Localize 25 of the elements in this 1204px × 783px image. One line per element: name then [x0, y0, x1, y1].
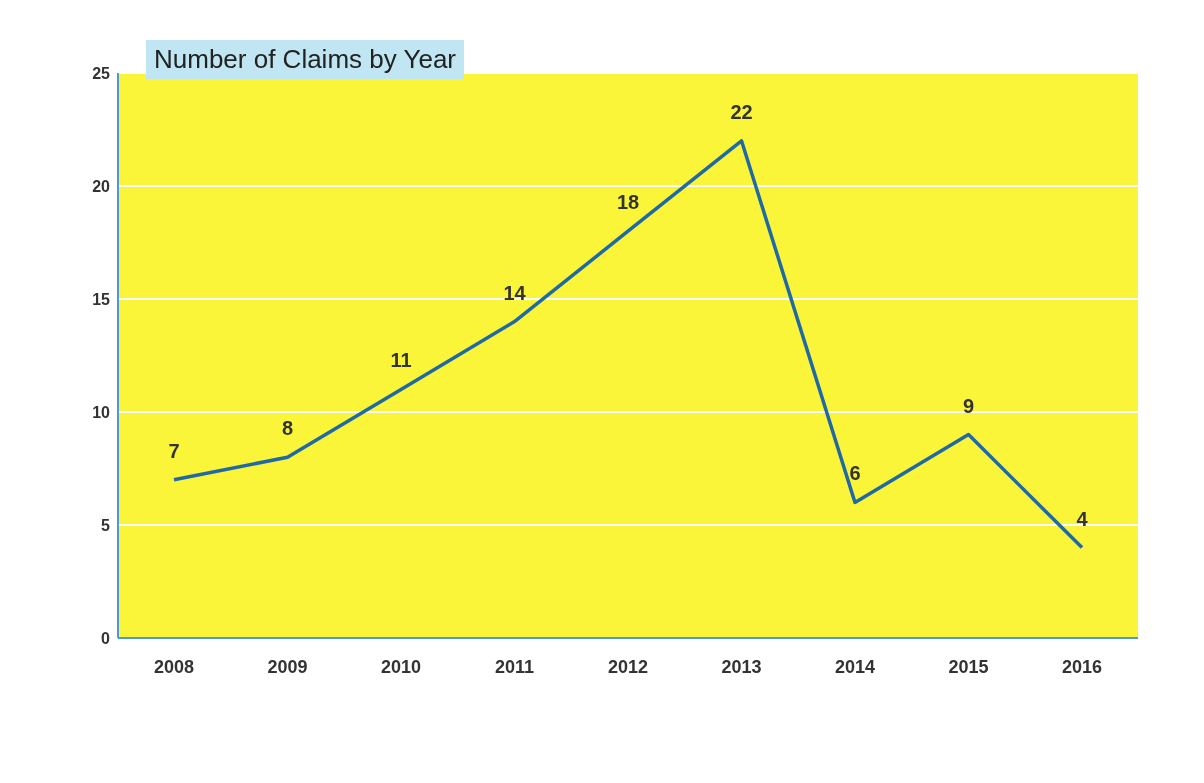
y-tick-label: 5 — [101, 516, 111, 534]
data-label: 11 — [390, 349, 412, 372]
chart-title: Number of Claims by Year — [146, 40, 465, 79]
x-tick-label: 2016 — [1061, 656, 1103, 677]
y-tick-label: 10 — [92, 403, 111, 421]
data-label: 6 — [849, 462, 861, 485]
x-tick-label: 2015 — [948, 656, 989, 677]
x-tick-label: 2010 — [380, 656, 422, 677]
x-tick-label: 2011 — [494, 656, 535, 677]
y-tick-label: 0 — [101, 629, 111, 647]
data-label: 9 — [962, 394, 975, 417]
x-tick-label: 2008 — [153, 656, 195, 677]
x-tick-label: 2013 — [721, 656, 762, 677]
data-label: 14 — [503, 281, 527, 304]
data-label: 4 — [1076, 507, 1089, 530]
x-tick-label: 2014 — [834, 656, 876, 677]
y-tick-label: 20 — [92, 177, 111, 195]
x-tick-label: 2012 — [607, 656, 649, 677]
y-tick-label: 15 — [92, 290, 111, 308]
y-tick-label: 25 — [92, 64, 111, 82]
data-label: 22 — [730, 100, 753, 123]
data-label: 7 — [168, 439, 180, 462]
data-label: 8 — [281, 417, 294, 440]
x-tick-label: 2009 — [267, 656, 308, 677]
data-label: 18 — [616, 191, 640, 214]
